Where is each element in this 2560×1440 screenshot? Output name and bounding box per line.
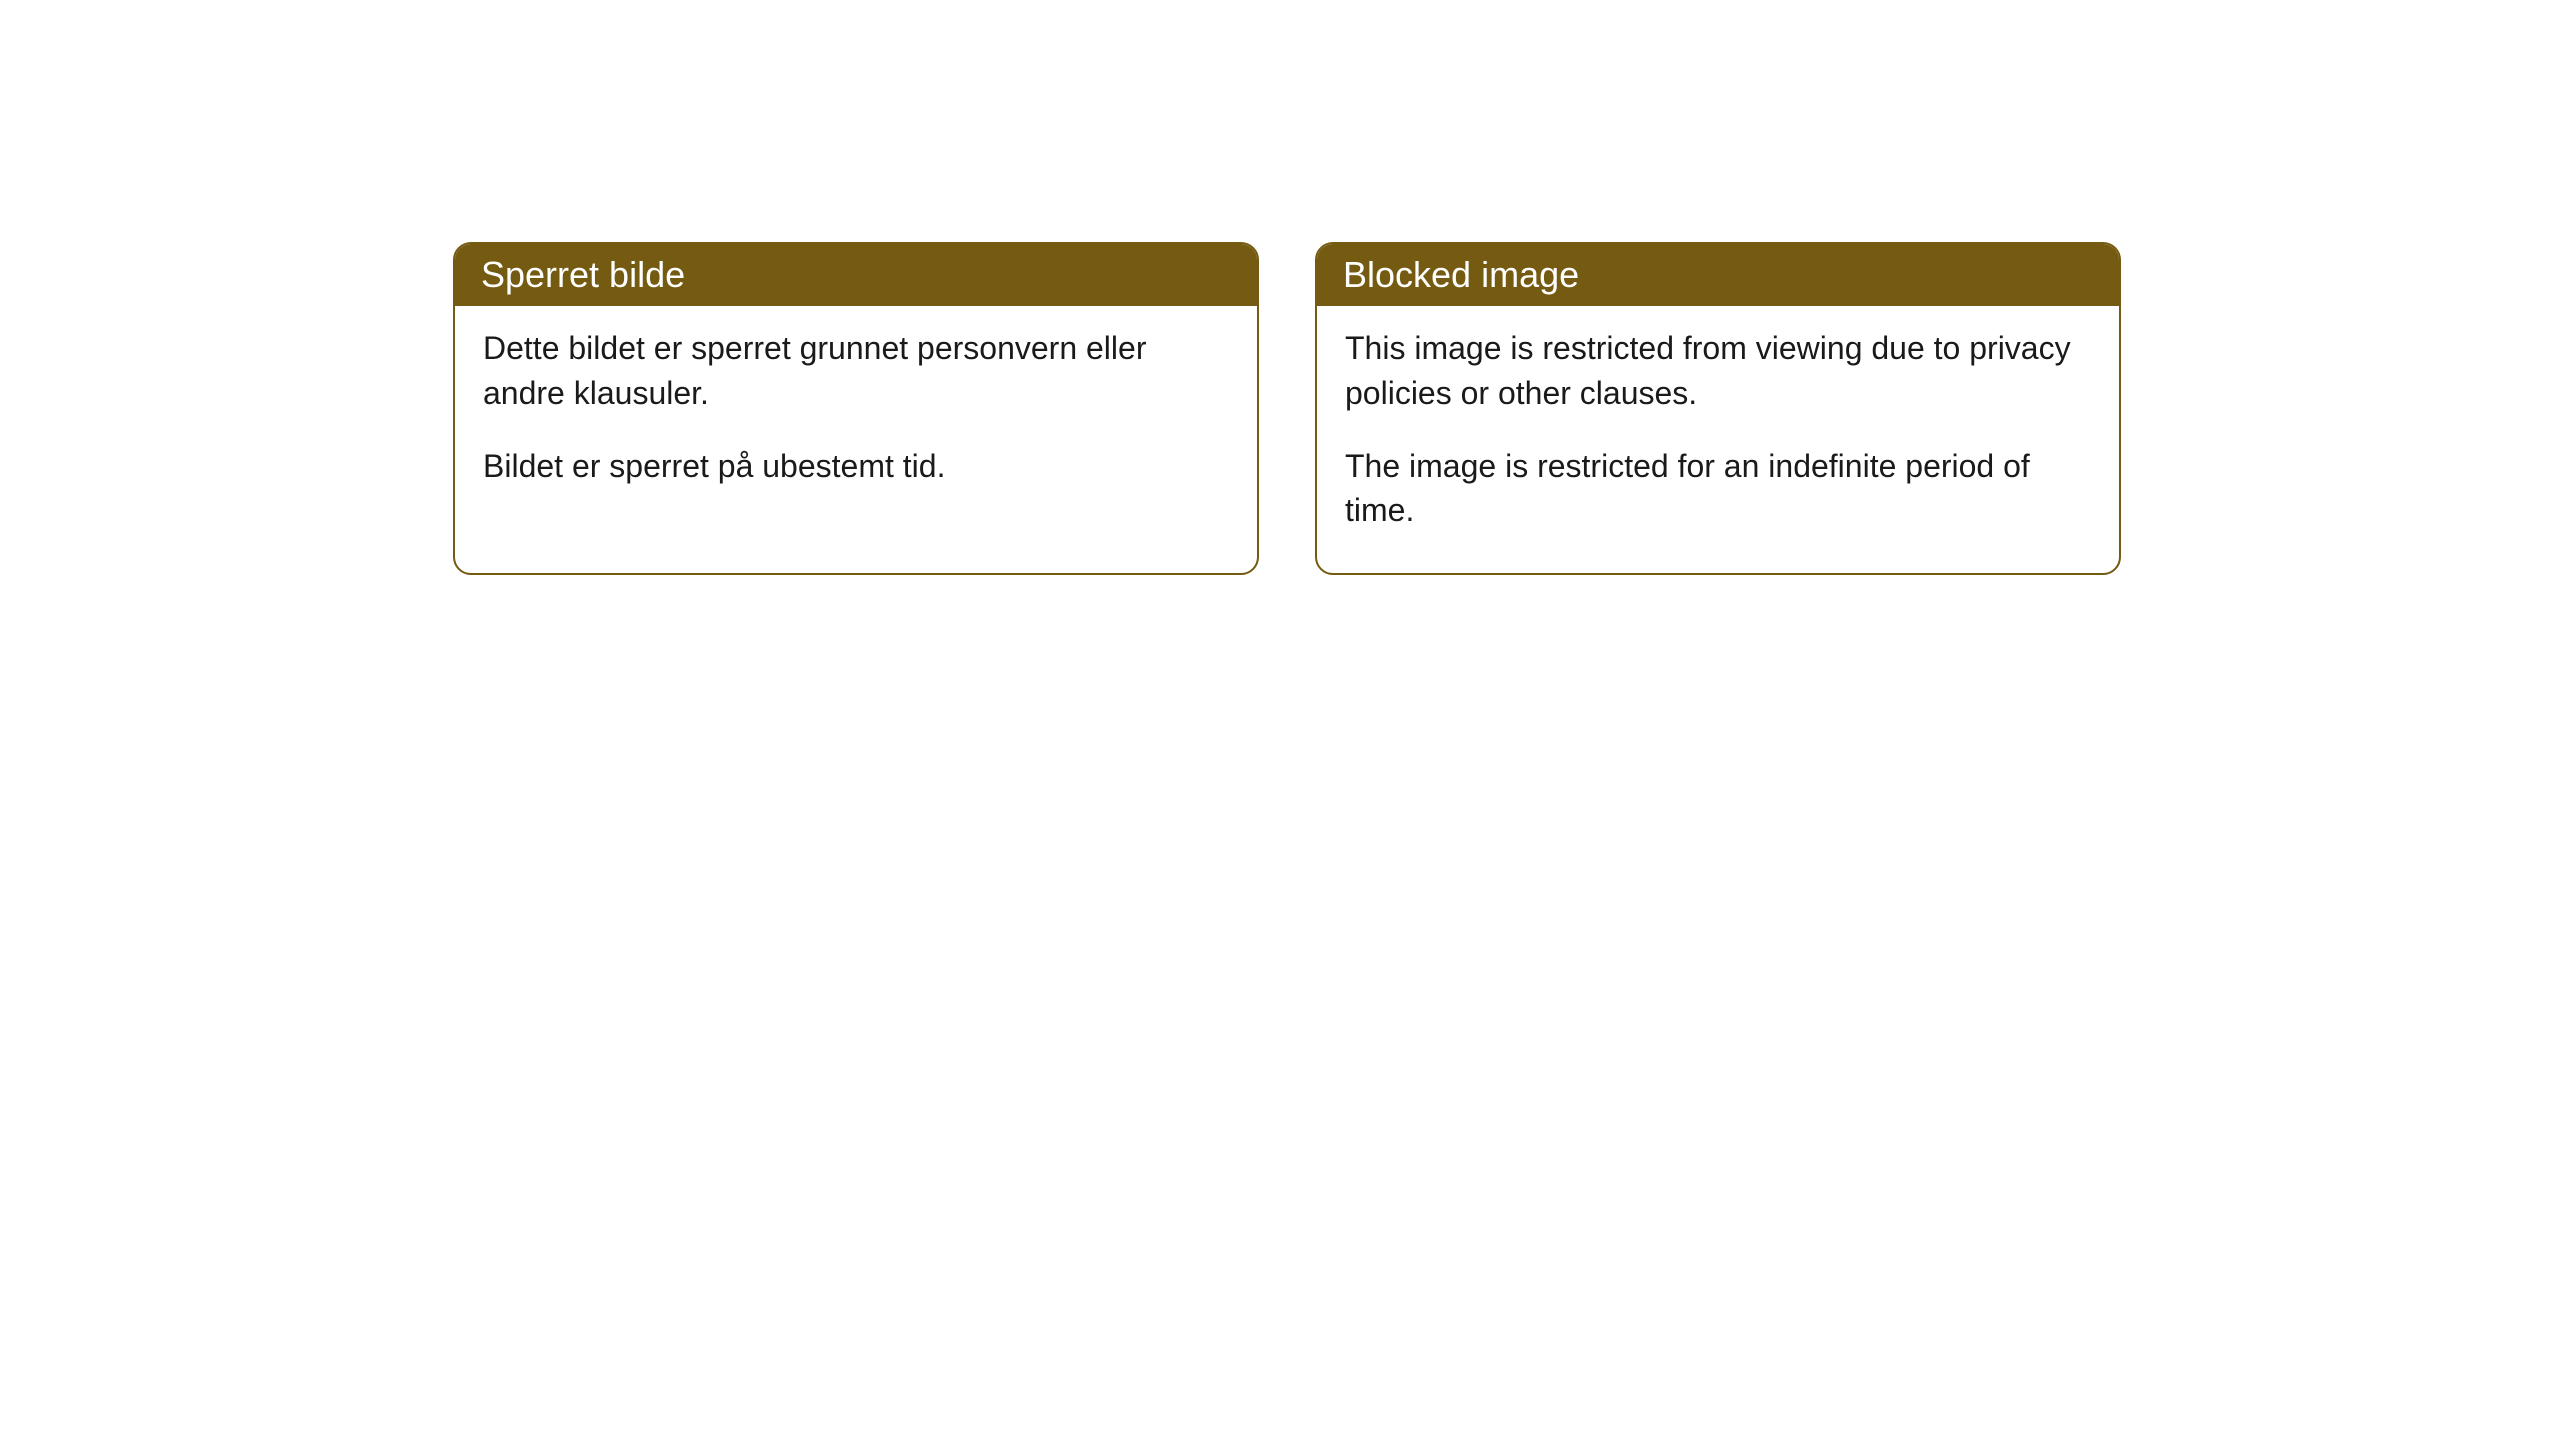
card-body-english: This image is restricted from viewing du…	[1317, 306, 2119, 573]
card-norwegian: Sperret bilde Dette bildet er sperret gr…	[453, 242, 1259, 575]
card-text-english-2: The image is restricted for an indefinit…	[1345, 444, 2091, 534]
card-body-norwegian: Dette bildet er sperret grunnet personve…	[455, 306, 1257, 528]
card-text-english-1: This image is restricted from viewing du…	[1345, 326, 2091, 416]
card-english: Blocked image This image is restricted f…	[1315, 242, 2121, 575]
card-text-norwegian-1: Dette bildet er sperret grunnet personve…	[483, 326, 1229, 416]
card-header-norwegian: Sperret bilde	[455, 244, 1257, 306]
cards-container: Sperret bilde Dette bildet er sperret gr…	[453, 242, 2121, 575]
card-text-norwegian-2: Bildet er sperret på ubestemt tid.	[483, 444, 1229, 489]
card-header-english: Blocked image	[1317, 244, 2119, 306]
